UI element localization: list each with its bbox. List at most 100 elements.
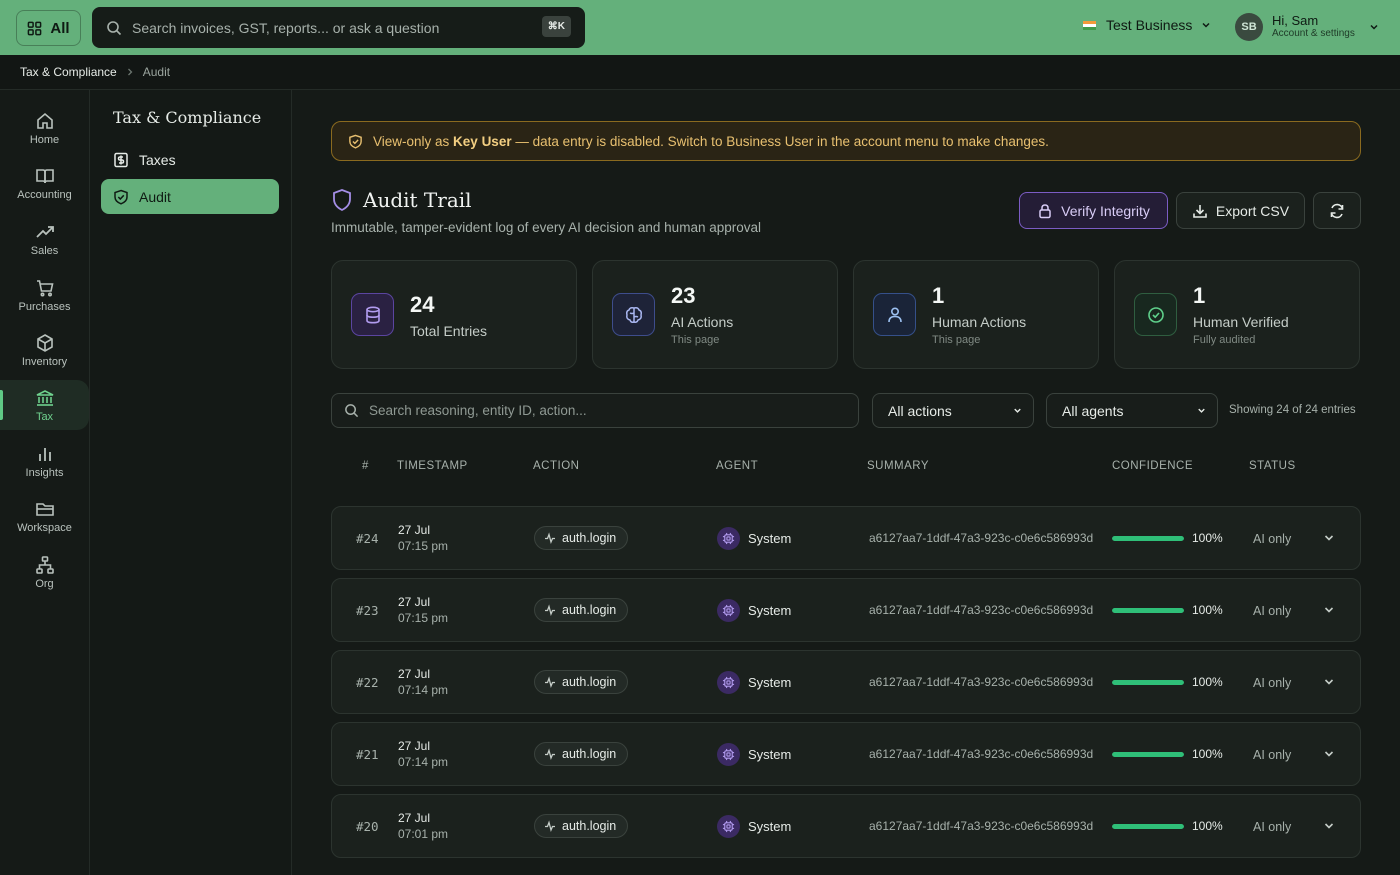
all-apps-label: All — [50, 19, 70, 37]
entry-number: #23 — [356, 603, 379, 618]
agent-cell: System — [717, 815, 791, 838]
stat-sub: This page — [932, 334, 981, 346]
agent-cell: System — [717, 743, 791, 766]
page-header: Audit Trail — [331, 188, 472, 212]
column-header-agent: AGENT — [716, 460, 759, 472]
rail-label: Accounting — [17, 188, 72, 201]
agents-filter-value: All agents — [1062, 402, 1124, 419]
breadcrumb: Tax & Compliance Audit — [0, 55, 1400, 90]
action-name: auth.login — [562, 747, 617, 761]
chevron-down-icon[interactable] — [1322, 747, 1336, 761]
confidence-bar — [1112, 680, 1184, 685]
trend-icon — [35, 225, 54, 238]
chevron-down-icon — [1014, 408, 1021, 413]
action-name: auth.login — [562, 675, 617, 689]
chevron-down-icon[interactable] — [1322, 603, 1336, 617]
table-row[interactable]: #23 27 Jul 07:15 pm auth.login System a6… — [331, 578, 1361, 642]
entry-number: #22 — [356, 675, 379, 690]
verify-label: Verify Integrity — [1061, 202, 1150, 219]
entry-date: 27 Jul — [398, 667, 431, 681]
cpu-icon — [717, 599, 740, 622]
chevron-down-icon[interactable] — [1322, 675, 1336, 689]
entry-summary: a6127aa7-1ddf-47a3-923c-c0e6c586993d — [869, 531, 1094, 545]
chevron-down-icon[interactable] — [1322, 531, 1336, 545]
confidence-value: 100% — [1192, 531, 1223, 545]
entry-number: #24 — [356, 531, 379, 546]
grid-icon — [28, 21, 42, 35]
chevron-down-icon[interactable] — [1322, 819, 1336, 833]
agent-name: System — [748, 603, 792, 618]
entry-summary: a6127aa7-1ddf-47a3-923c-c0e6c586993d — [869, 603, 1094, 617]
subnav-item-taxes[interactable]: Taxes — [101, 142, 279, 177]
section-sidebar: Tax & Compliance Taxes Audit — [90, 90, 292, 875]
account-text: Hi, Sam Account & settings — [1272, 14, 1355, 40]
account-menu[interactable]: SB Hi, Sam Account & settings — [1235, 13, 1380, 41]
confidence-value: 100% — [1192, 747, 1223, 761]
entries-count: Showing 24 of 24 entries — [1229, 404, 1356, 416]
breadcrumb-parent[interactable]: Tax & Compliance — [20, 65, 117, 79]
shield-icon — [333, 189, 351, 212]
rail-label: Tax — [35, 410, 54, 423]
rail-item-tax[interactable]: Tax — [0, 380, 89, 430]
rail-item-sales[interactable]: Sales — [0, 214, 89, 264]
export-csv-button[interactable]: Export CSV — [1176, 192, 1305, 229]
stat-card-human-actions: 1 Human Actions This page — [853, 260, 1099, 369]
chevron-down-icon — [1202, 22, 1210, 28]
verify-integrity-button[interactable]: Verify Integrity — [1019, 192, 1168, 229]
action-name: auth.login — [562, 603, 617, 617]
stat-sub: This page — [671, 334, 720, 346]
entry-summary: a6127aa7-1ddf-47a3-923c-c0e6c586993d — [869, 675, 1094, 689]
entry-summary: a6127aa7-1ddf-47a3-923c-c0e6c586993d — [869, 747, 1094, 761]
action-name: auth.login — [562, 819, 617, 833]
actions-filter-select[interactable]: All actions — [872, 393, 1034, 428]
audit-search-input[interactable]: Search reasoning, entity ID, action... — [331, 393, 859, 428]
column-header-status: STATUS — [1249, 460, 1296, 472]
entry-time: 07:14 pm — [398, 755, 449, 769]
rail-item-purchases[interactable]: Purchases — [0, 270, 89, 320]
refresh-icon — [1330, 203, 1344, 218]
refresh-button[interactable] — [1313, 192, 1361, 229]
table-row[interactable]: #24 27 Jul 07:15 pm auth.login System a6… — [331, 506, 1361, 570]
greeting: Hi, Sam — [1272, 13, 1319, 28]
activity-icon — [545, 748, 555, 760]
chevron-right-icon — [127, 68, 133, 76]
shield-check-icon — [114, 189, 128, 205]
stat-value: 1 — [1193, 283, 1206, 308]
cpu-icon — [717, 527, 740, 550]
rail-item-org[interactable]: Org — [0, 547, 89, 597]
chevron-down-icon — [1370, 24, 1378, 30]
entry-date: 27 Jul — [398, 739, 431, 753]
export-label: Export CSV — [1215, 202, 1290, 219]
activity-icon — [545, 820, 555, 832]
stat-value: 1 — [932, 283, 945, 308]
business-switcher[interactable]: Test Business — [1083, 17, 1212, 33]
action-pill: auth.login — [534, 526, 629, 550]
rail-item-inventory[interactable]: Inventory — [0, 325, 89, 375]
agents-filter-select[interactable]: All agents — [1046, 393, 1218, 428]
table-row[interactable]: #21 27 Jul 07:14 pm auth.login System a6… — [331, 722, 1361, 786]
global-search[interactable]: Search invoices, GST, reports... or ask … — [92, 7, 585, 48]
status-badge: AI only — [1253, 676, 1292, 690]
rail-item-workspace[interactable]: Workspace — [0, 491, 89, 541]
action-pill: auth.login — [534, 598, 629, 622]
subnav-item-audit[interactable]: Audit — [101, 179, 279, 214]
confidence-bar-fill — [1112, 752, 1184, 757]
confidence-bar-fill — [1112, 680, 1184, 685]
activity-icon — [545, 532, 555, 544]
rail-item-insights[interactable]: Insights — [0, 436, 89, 486]
bank-icon — [36, 389, 53, 406]
rail-item-accounting[interactable]: Accounting — [0, 158, 89, 208]
banner-role: Key User — [453, 133, 512, 149]
database-icon — [351, 293, 394, 336]
table-row[interactable]: #20 27 Jul 07:01 pm auth.login System a6… — [331, 794, 1361, 858]
all-apps-button[interactable]: All — [16, 10, 81, 46]
action-name: auth.login — [562, 531, 617, 545]
top-bar: All Search invoices, GST, reports... or … — [0, 0, 1400, 55]
agent-cell: System — [717, 527, 791, 550]
check-circle-icon — [1134, 293, 1177, 336]
search-shortcut-badge: ⌘K — [541, 16, 571, 37]
status-badge: AI only — [1253, 820, 1292, 834]
search-icon — [345, 404, 359, 418]
rail-item-home[interactable]: Home — [0, 103, 89, 153]
table-row[interactable]: #22 27 Jul 07:14 pm auth.login System a6… — [331, 650, 1361, 714]
